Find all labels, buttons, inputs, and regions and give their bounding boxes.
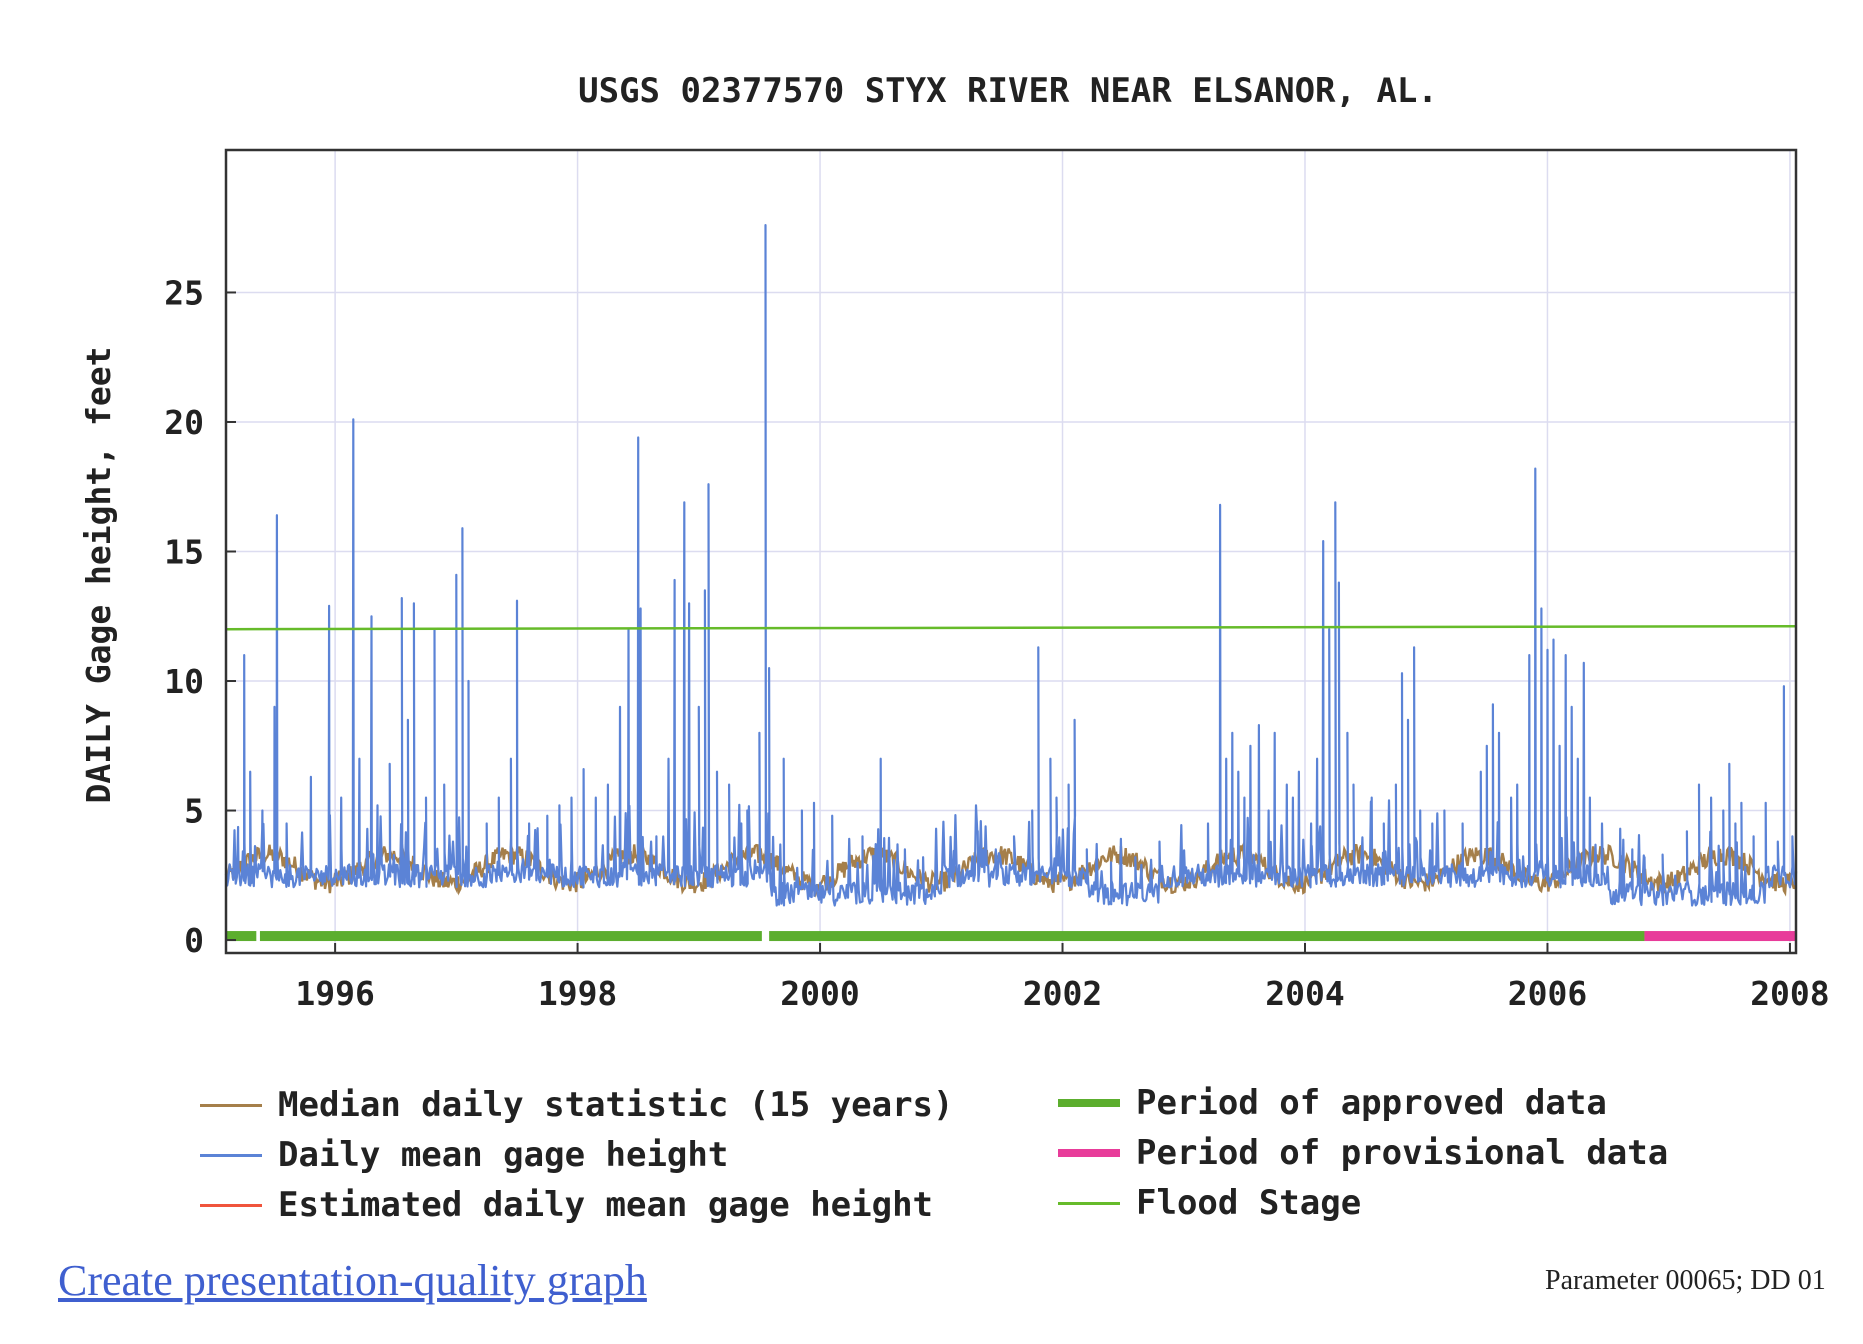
y-tick-label-0: 0 [184, 921, 204, 960]
x-tick-label-2008: 2008 [1750, 974, 1829, 1013]
legend-item-estimated: Estimated daily mean gage height [200, 1185, 933, 1225]
approved-period-bar-0 [226, 931, 257, 942]
approved-period-bar-2 [769, 931, 1645, 942]
legend-label-provisional: Period of provisional data [1136, 1133, 1669, 1173]
legend-label-flood-stage: Flood Stage [1136, 1183, 1362, 1223]
y-tick-label-10: 10 [164, 662, 204, 701]
legend-swatch-median [200, 1103, 262, 1107]
y-tick-label-20: 20 [164, 403, 204, 442]
legend-item-daily-mean: Daily mean gage height [200, 1135, 728, 1175]
legend-item-median: Median daily statistic (15 years) [200, 1085, 954, 1125]
approved-period-bar-1 [259, 931, 762, 942]
x-tick-label-2004: 2004 [1265, 974, 1344, 1013]
legend-swatch-daily-mean [200, 1153, 262, 1157]
x-tick-label-2002: 2002 [1023, 974, 1102, 1013]
legend-swatch-flood-stage [1058, 1201, 1120, 1205]
provisional-period-bar-0 [1644, 931, 1796, 942]
legend-label-daily-mean: Daily mean gage height [278, 1135, 729, 1175]
axis-ticks: 1996 1998 2000 2002 2004 2006 2008 0 5 10 15 20 25 [164, 273, 1829, 1013]
legend-label-estimated: Estimated daily mean gage height [278, 1185, 934, 1225]
y-tick-label-15: 15 [164, 533, 204, 572]
legend-swatch-estimated [200, 1203, 262, 1207]
parameter-info: Parameter 00065; DD 01 [1545, 1265, 1826, 1296]
x-tick-label-1998: 1998 [538, 974, 617, 1013]
legend-item-flood-stage: Flood Stage [1058, 1183, 1361, 1223]
flood-stage-line [225, 624, 1797, 631]
daily-mean-series [224, 224, 1797, 907]
y-axis-label: DAILY Gage height, feet [79, 347, 118, 804]
x-tick-label-1996: 1996 [295, 974, 374, 1013]
legend-label-approved: Period of approved data [1136, 1083, 1607, 1123]
legend-swatch-provisional [1058, 1149, 1120, 1157]
create-presentation-graph-link[interactable]: Create presentation-quality graph [58, 1256, 647, 1305]
daily-mean-line [224, 224, 1797, 907]
y-tick-label-5: 5 [184, 792, 204, 831]
y-tick-label-25: 25 [164, 273, 204, 312]
legend-swatch-approved [1058, 1099, 1120, 1107]
x-tick-label-2006: 2006 [1508, 974, 1587, 1013]
legend-label-median: Median daily statistic (15 years) [278, 1085, 954, 1125]
x-tick-label-2000: 2000 [780, 974, 859, 1013]
flood-stage-series [225, 624, 1797, 631]
chart-title: USGS 02377570 STYX RIVER NEAR ELSANOR, A… [578, 71, 1438, 111]
legend-item-provisional: Period of provisional data [1058, 1133, 1668, 1173]
legend-item-approved: Period of approved data [1058, 1083, 1607, 1123]
data-period-bars [226, 931, 1796, 942]
